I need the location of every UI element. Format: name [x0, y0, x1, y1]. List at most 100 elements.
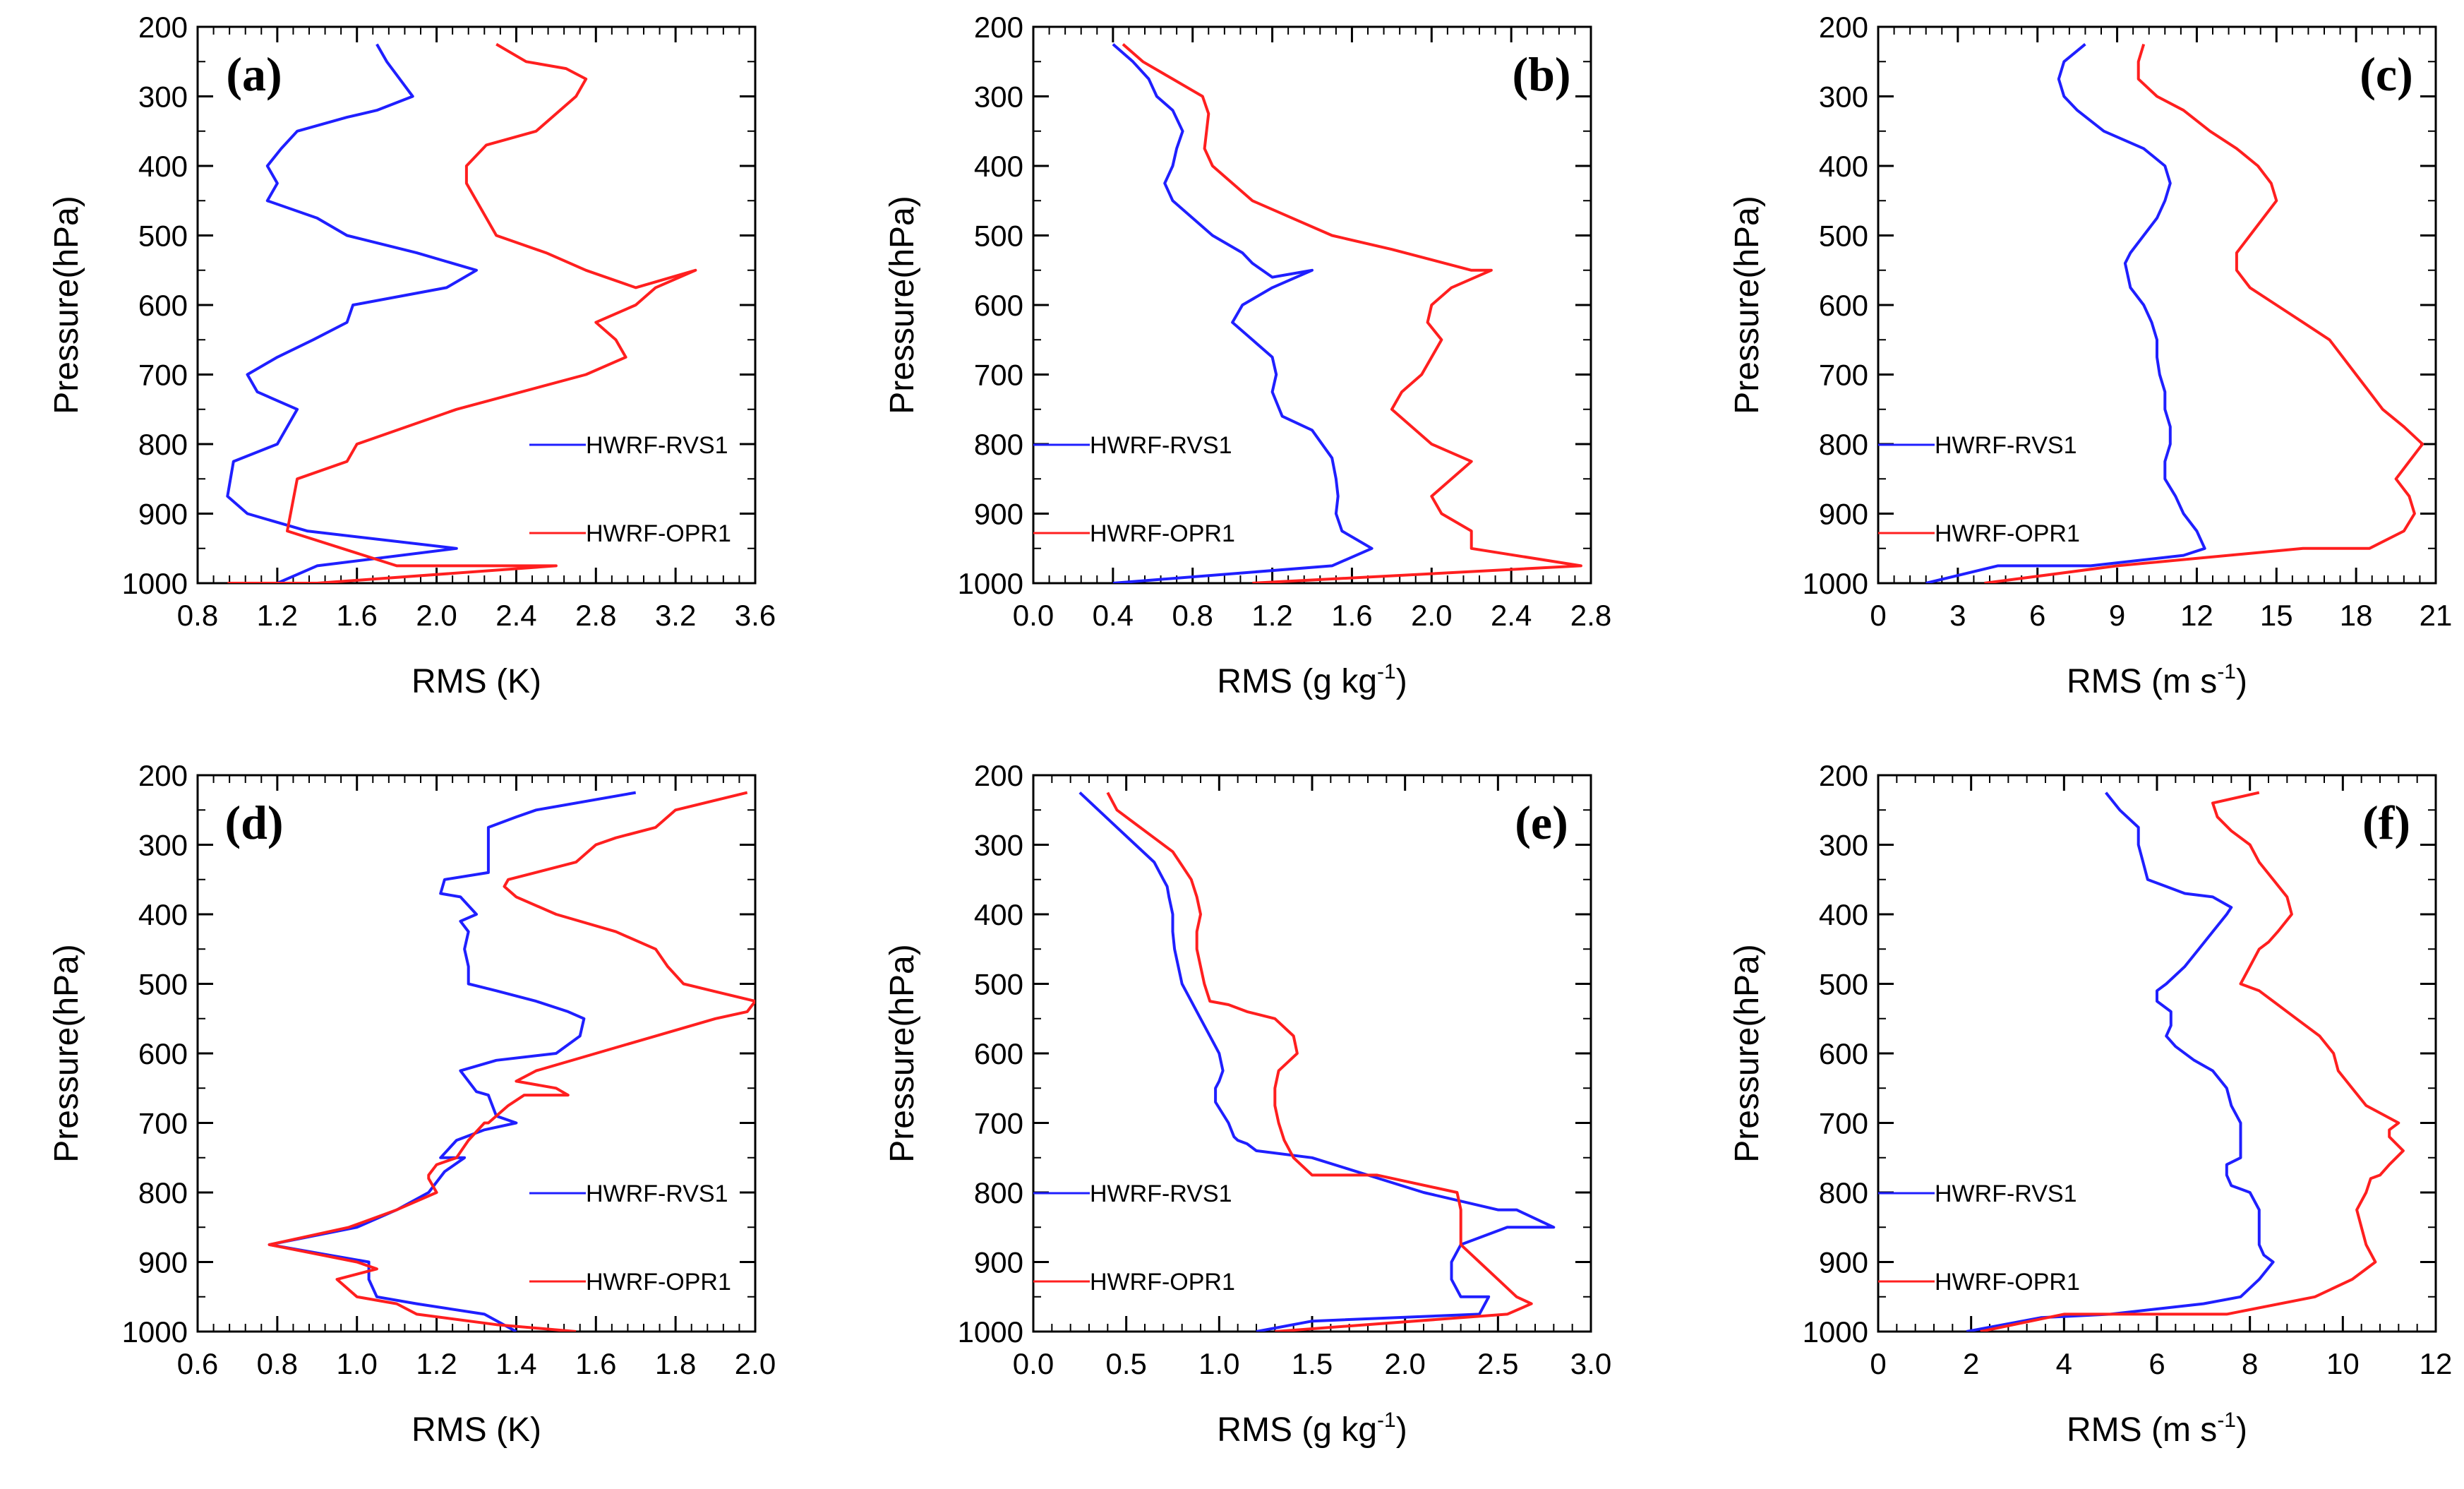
x-tick-label: 6 — [2029, 599, 2045, 632]
x-tick-label: 0.4 — [1093, 599, 1134, 632]
legend-label-opr: HWRF-OPR1 — [586, 1269, 731, 1296]
x-tick-label: 1.5 — [1292, 1347, 1333, 1380]
x-tick-label: 2 — [1963, 1347, 1979, 1380]
x-tick-label: 12 — [2420, 1347, 2453, 1380]
x-tick-label: 2.0 — [1411, 599, 1452, 632]
y-tick-label: 1000 — [122, 1315, 188, 1349]
y-tick-label: 300 — [138, 80, 188, 114]
y-axis-title: Pressure(hPa) — [1729, 944, 1766, 1162]
y-tick-label: 1000 — [958, 567, 1023, 600]
y-tick-label: 600 — [138, 1037, 188, 1070]
x-tick-label: 0.6 — [177, 1347, 218, 1380]
series-line-hwrf-rvs1 — [1112, 43, 1374, 583]
y-tick-label: 700 — [138, 1107, 188, 1140]
y-tick-label: 900 — [974, 1246, 1023, 1279]
x-tick-label: 2.0 — [1384, 1347, 1425, 1380]
y-tick-label: 200 — [138, 11, 188, 44]
series-line-hwrf-opr1 — [1106, 791, 1533, 1332]
x-tick-label: 2.5 — [1477, 1347, 1518, 1380]
x-tick-label: 0.5 — [1105, 1347, 1146, 1380]
y-tick-label: 300 — [974, 80, 1023, 114]
x-tick-label: 1.6 — [575, 1347, 616, 1380]
x-tick-label: 15 — [2260, 599, 2293, 632]
y-tick-label: 500 — [1819, 968, 1868, 1001]
legend-label-rvs: HWRF-RVS1 — [586, 432, 728, 459]
plot-frame — [1032, 774, 1592, 1333]
y-tick-label: 500 — [974, 220, 1023, 253]
y-tick-label: 200 — [1819, 759, 1868, 792]
y-tick-label: 800 — [138, 1176, 188, 1209]
plot-frame — [1877, 774, 2437, 1333]
x-tick-label: 2.0 — [416, 599, 457, 632]
legend-label-rvs: HWRF-RVS1 — [1090, 1180, 1232, 1207]
y-tick-label: 1000 — [1803, 567, 1868, 600]
series-line-hwrf-opr1 — [1984, 44, 2424, 583]
x-tick-label: 6 — [2149, 1347, 2165, 1380]
y-tick-label: 500 — [1819, 220, 1868, 253]
legend-label-rvs: HWRF-RVS1 — [586, 1180, 728, 1207]
x-tick-label: 1.8 — [655, 1347, 696, 1380]
y-tick-label: 900 — [974, 498, 1023, 531]
y-tick-label: 900 — [1819, 498, 1868, 531]
x-tick-label: 9 — [2109, 599, 2125, 632]
y-tick-label: 500 — [138, 968, 188, 1001]
legend-label-rvs: HWRF-RVS1 — [1090, 432, 1232, 459]
x-tick-label: 1.2 — [416, 1347, 457, 1380]
y-tick-label: 400 — [974, 898, 1023, 931]
y-tick-label: 600 — [138, 289, 188, 322]
x-tick-label: 21 — [2420, 599, 2453, 632]
y-tick-label: 500 — [138, 220, 188, 253]
x-tick-label: 1.6 — [1331, 599, 1372, 632]
y-axis-title: Pressure(hPa) — [884, 196, 921, 414]
y-tick-label: 700 — [1819, 359, 1868, 392]
legend-label-opr: HWRF-OPR1 — [586, 520, 731, 547]
x-tick-label: 0.8 — [257, 1347, 298, 1380]
y-tick-label: 800 — [974, 428, 1023, 461]
y-axis-title: Pressure(hPa) — [48, 196, 85, 414]
y-tick-label: 900 — [138, 498, 188, 531]
x-tick-label: 0 — [1870, 1347, 1886, 1380]
y-tick-label: 300 — [1819, 829, 1868, 862]
y-tick-label: 700 — [1819, 1107, 1868, 1140]
y-tick-label: 700 — [974, 1107, 1023, 1140]
x-tick-label: 1.0 — [1198, 1347, 1239, 1380]
plot-frame — [1032, 25, 1592, 585]
y-tick-label: 800 — [1819, 428, 1868, 461]
y-tick-label: 400 — [974, 150, 1023, 183]
y-tick-label: 400 — [138, 898, 188, 931]
x-tick-label: 8 — [2242, 1347, 2258, 1380]
x-tick-label: 0.0 — [1013, 1347, 1054, 1380]
x-axis-title: RMS (K) — [411, 1411, 541, 1449]
y-tick-label: 300 — [1819, 80, 1868, 114]
y-tick-label: 600 — [1819, 1037, 1868, 1070]
y-tick-label: 700 — [974, 359, 1023, 392]
series-line-hwrf-rvs1 — [1925, 43, 2206, 583]
x-tick-label: 10 — [2326, 1347, 2360, 1380]
x-tick-label: 1.2 — [1251, 599, 1292, 632]
x-axis-title: RMS (g kg-1) — [1217, 1409, 1407, 1449]
series-line-hwrf-rvs1 — [1966, 791, 2275, 1332]
y-tick-label: 800 — [1819, 1176, 1868, 1209]
y-tick-label: 1000 — [1803, 1315, 1868, 1349]
plot-frame — [196, 25, 757, 585]
x-tick-label: 1.6 — [337, 599, 378, 632]
legend-label-opr: HWRF-OPR1 — [1935, 520, 2080, 547]
series-line-hwrf-opr1 — [1122, 43, 1582, 583]
panel-label: (f) — [2362, 796, 2410, 849]
panel-label: (b) — [1512, 47, 1570, 101]
x-tick-label: 3.6 — [735, 599, 776, 632]
y-tick-label: 300 — [138, 829, 188, 862]
x-tick-label: 0 — [1870, 599, 1886, 632]
y-tick-label: 800 — [974, 1176, 1023, 1209]
panel-label: (d) — [224, 796, 283, 849]
y-tick-label: 900 — [1819, 1246, 1868, 1279]
panel-label: (a) — [226, 47, 282, 101]
x-tick-label: 18 — [2340, 599, 2373, 632]
x-tick-label: 1.4 — [495, 1347, 536, 1380]
panel-label: (c) — [2360, 47, 2412, 101]
